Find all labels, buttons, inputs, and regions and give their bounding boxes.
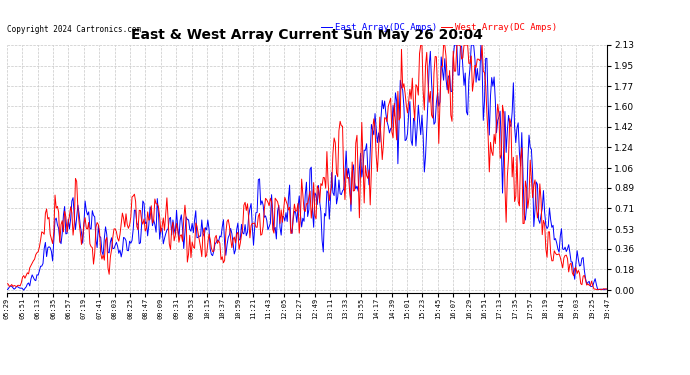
East Array(DC Amps) (3, 287, 11, 292)
Line: East Array(DC Amps): East Array(DC Amps) (7, 45, 607, 290)
West Array(DC Amps) (3, 281, 11, 286)
West Array(DC Amps) (288, 231, 296, 235)
West Array(DC Amps) (603, 287, 611, 291)
West Array(DC Amps) (590, 287, 598, 291)
East Array(DC Amps) (362, 148, 370, 153)
East Array(DC Amps) (497, 144, 506, 149)
East Array(DC Amps) (591, 276, 600, 281)
Text: Copyright 2024 Cartronics.com: Copyright 2024 Cartronics.com (7, 25, 141, 34)
East Array(DC Amps) (19, 288, 28, 292)
East Array(DC Amps) (293, 220, 301, 225)
West Array(DC Amps) (496, 156, 504, 160)
West Array(DC Amps) (478, 43, 486, 47)
West Array(DC Amps) (597, 287, 605, 292)
East Array(DC Amps) (451, 43, 460, 47)
East Array(DC Amps) (328, 190, 337, 195)
East Array(DC Amps) (289, 216, 297, 221)
Legend: East Array(DC Amps), West Array(DC Amps): East Array(DC Amps), West Array(DC Amps) (317, 20, 561, 36)
West Array(DC Amps) (328, 184, 336, 188)
Title: East & West Array Current Sun May 26 20:04: East & West Array Current Sun May 26 20:… (131, 28, 483, 42)
West Array(DC Amps) (360, 201, 368, 205)
East Array(DC Amps) (603, 287, 611, 291)
West Array(DC Amps) (291, 209, 299, 214)
Line: West Array(DC Amps): West Array(DC Amps) (7, 45, 607, 290)
